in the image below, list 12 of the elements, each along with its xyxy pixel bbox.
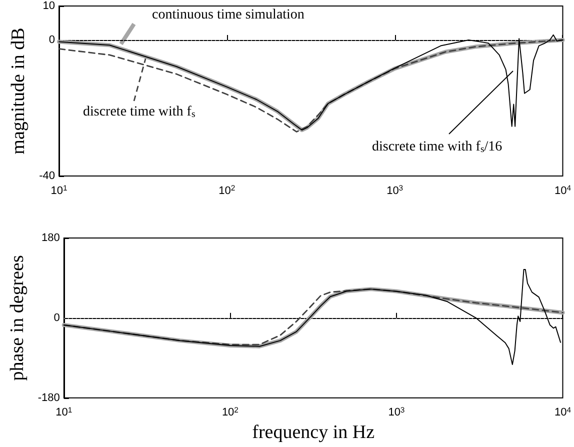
text: continuous time simulation xyxy=(152,8,304,22)
y-axis-title: phase in degrees xyxy=(7,255,28,381)
y-tick-label: 0 xyxy=(48,34,55,46)
y-tick-label: 10 xyxy=(42,0,55,12)
y-tick-label: -40 xyxy=(39,170,55,182)
x-axis-title: frequency in Hz xyxy=(252,422,375,443)
series-label: discrete time with fs/16 xyxy=(372,140,502,155)
series-label: discrete time with fs xyxy=(83,104,196,120)
y-tick-label: -180 xyxy=(38,392,60,404)
y-tick-label: 180 xyxy=(42,232,60,244)
y-axis-title: magnitude in dB xyxy=(8,28,30,154)
y-tick-label: 0 xyxy=(54,312,60,324)
